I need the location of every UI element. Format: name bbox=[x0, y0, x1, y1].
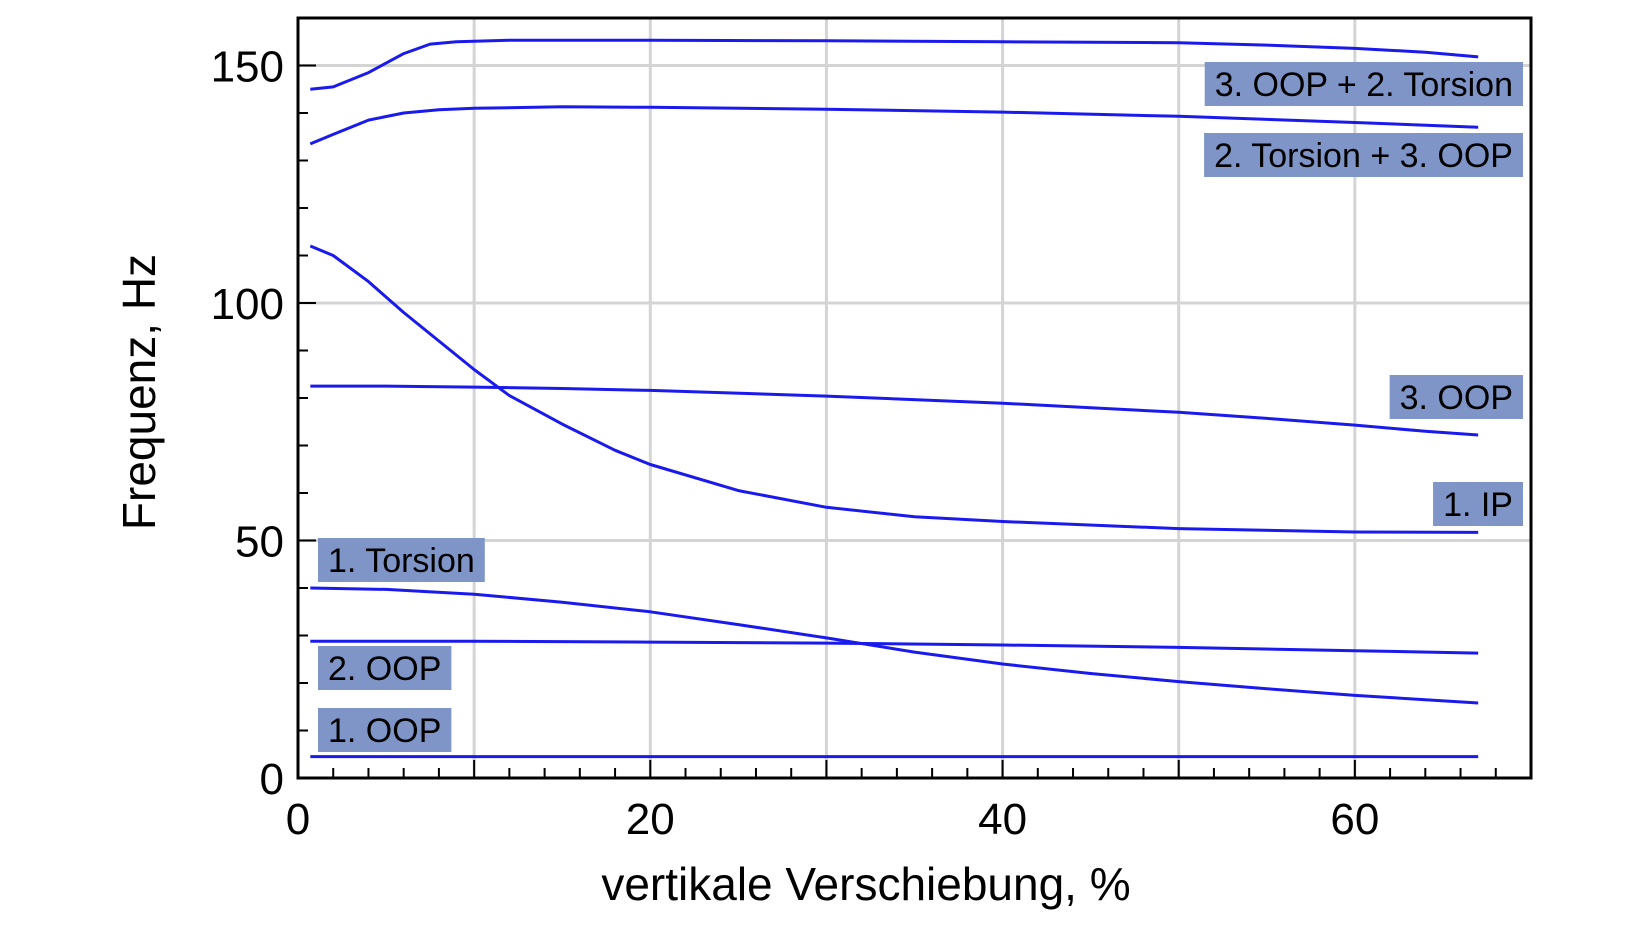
x-tick-label: 0 bbox=[286, 795, 310, 844]
series-label-background bbox=[318, 646, 452, 690]
x-axis-title: vertikale Verschiebung, % bbox=[601, 858, 1130, 910]
grid bbox=[298, 18, 1531, 778]
series-label: 3. OOP + 2. Torsion bbox=[1204, 62, 1523, 106]
series-label-background bbox=[1204, 133, 1523, 177]
y-tick-label: 150 bbox=[211, 43, 284, 92]
series-label-text: 1. Torsion bbox=[328, 542, 475, 580]
series-label: 3. OOP bbox=[1389, 375, 1523, 419]
series-label-background bbox=[1389, 375, 1523, 419]
series-label-background bbox=[318, 708, 452, 752]
series-label-text: 2. Torsion + 3. OOP bbox=[1214, 137, 1513, 175]
series-line bbox=[310, 38, 1479, 91]
axes: 0 20 40 60 0 50 100 150 bbox=[211, 16, 1533, 844]
series-label-background bbox=[1204, 62, 1523, 106]
series-label: 2. OOP bbox=[318, 646, 452, 690]
series-line bbox=[309, 244, 1479, 534]
y-axis-title: Frequenz, Hz bbox=[113, 254, 165, 530]
y-tick-label: 50 bbox=[235, 518, 284, 567]
series-line bbox=[309, 105, 1479, 146]
series-labels: 3. OOP + 2. Torsion 2. Torsion + 3. OOP 3.… bbox=[318, 62, 1523, 752]
series-label: 1. IP bbox=[1433, 482, 1523, 526]
series-label-text: 1. IP bbox=[1443, 486, 1513, 524]
x-tick-label: 40 bbox=[978, 795, 1027, 844]
series-label-text: 3. OOP + 2. Torsion bbox=[1215, 66, 1513, 104]
series-label-text: 1. OOP bbox=[328, 712, 441, 750]
series-label-background bbox=[318, 538, 485, 582]
series-lines bbox=[309, 38, 1479, 759]
plot-frame bbox=[296, 16, 1533, 780]
series-label-background bbox=[1433, 482, 1523, 526]
series-line bbox=[310, 639, 1479, 655]
y-tick-label: 100 bbox=[211, 280, 284, 329]
series-line bbox=[310, 586, 1479, 705]
x-tick-label: 60 bbox=[1330, 795, 1379, 844]
y-tick-label: 0 bbox=[260, 755, 284, 804]
series-label-text: 2. OOP bbox=[328, 650, 441, 688]
series-label-text: 3. OOP bbox=[1400, 379, 1513, 417]
series-label: 1. Torsion bbox=[318, 538, 485, 582]
series-label: 2. Torsion + 3. OOP bbox=[1204, 133, 1523, 177]
series-line bbox=[310, 384, 1479, 437]
x-tick-label: 20 bbox=[626, 795, 675, 844]
series-label: 1. OOP bbox=[318, 708, 452, 752]
